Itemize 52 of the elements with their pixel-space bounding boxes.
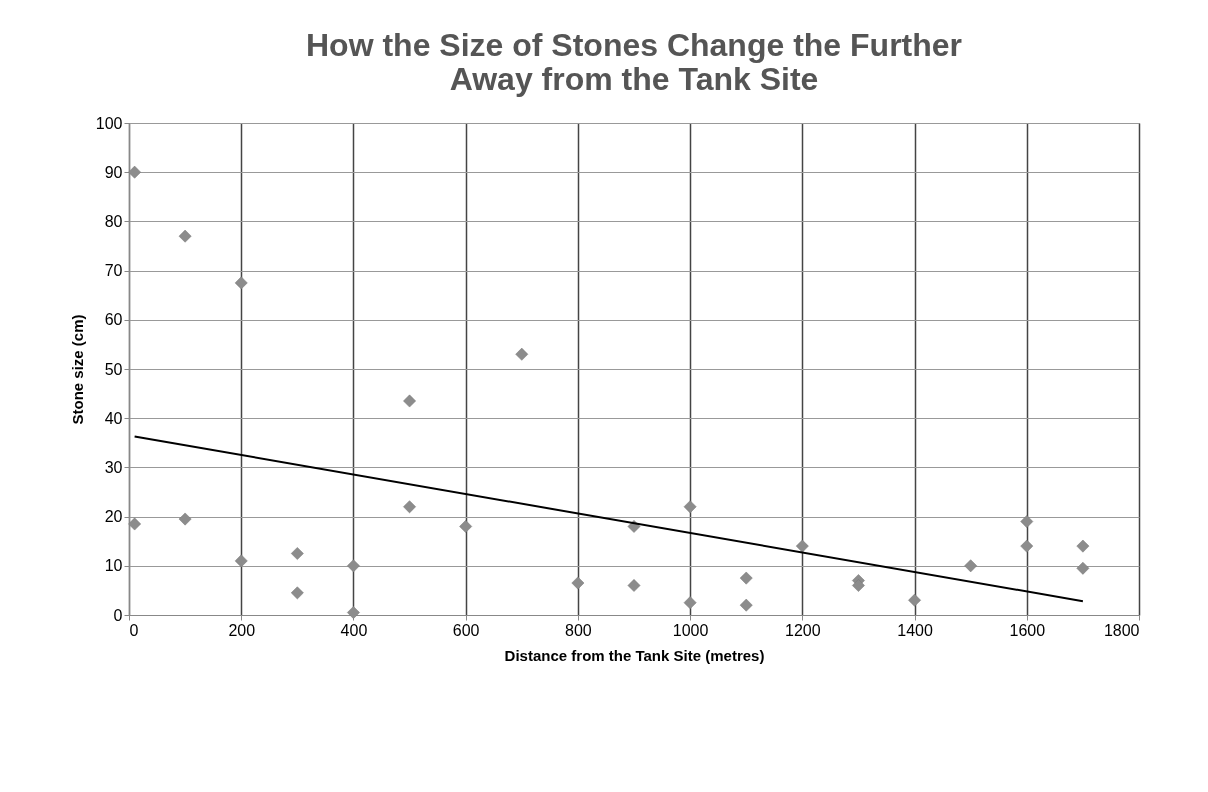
x-tick-label: 1800 <box>1103 621 1140 639</box>
x-tick-label: 800 <box>565 621 592 639</box>
x-tick-label: 1200 <box>785 621 821 639</box>
y-tick-label: 40 <box>104 409 123 427</box>
x-tick-label: 400 <box>340 621 368 639</box>
point <box>290 547 304 560</box>
point <box>627 579 641 592</box>
y-tick-label: 30 <box>104 458 123 476</box>
x-tick-label: 0 <box>129 621 139 639</box>
y-tick-label: 60 <box>104 311 123 329</box>
x-tick-label: 1000 <box>672 621 709 639</box>
point <box>290 586 304 600</box>
y-tick-label: 70 <box>104 262 123 280</box>
point <box>178 229 192 243</box>
x-tick-label: 1400 <box>897 621 933 639</box>
point <box>178 512 192 526</box>
point <box>459 520 473 533</box>
point <box>739 571 753 585</box>
y-tick-label: 90 <box>104 163 123 181</box>
y-tick-label: 80 <box>104 212 123 230</box>
point <box>347 559 360 573</box>
y-tick-label: 20 <box>104 508 123 526</box>
point <box>234 276 248 290</box>
point <box>683 596 697 610</box>
point <box>908 593 921 607</box>
point <box>795 539 809 553</box>
point <box>739 598 753 612</box>
point <box>852 579 865 592</box>
point <box>515 347 529 361</box>
point <box>1076 539 1090 553</box>
point <box>347 606 360 619</box>
point <box>683 500 697 514</box>
point <box>964 559 978 573</box>
point <box>403 394 416 408</box>
point <box>1020 515 1034 528</box>
point <box>403 500 416 514</box>
x-tick-label: 600 <box>452 621 480 639</box>
y-tick-label: 100 <box>95 114 123 132</box>
y-tick-label: 10 <box>104 557 123 575</box>
point <box>128 165 141 179</box>
x-tick-label: 200 <box>228 621 256 639</box>
chart-title: How the Size of Stones Change the Further Away from the Tank Site <box>305 27 963 97</box>
y-tick-label: 50 <box>104 360 123 378</box>
point <box>571 576 585 590</box>
point <box>1076 561 1090 575</box>
x-axis-title: Distance from the Tank Site (metres) <box>504 646 765 664</box>
point <box>234 554 248 568</box>
point <box>1020 539 1034 553</box>
y-axis-title: Stone size (cm) <box>68 314 86 425</box>
y-tick-label: 0 <box>113 606 123 624</box>
point <box>128 517 141 531</box>
x-tick-label: 1600 <box>1009 621 1046 639</box>
